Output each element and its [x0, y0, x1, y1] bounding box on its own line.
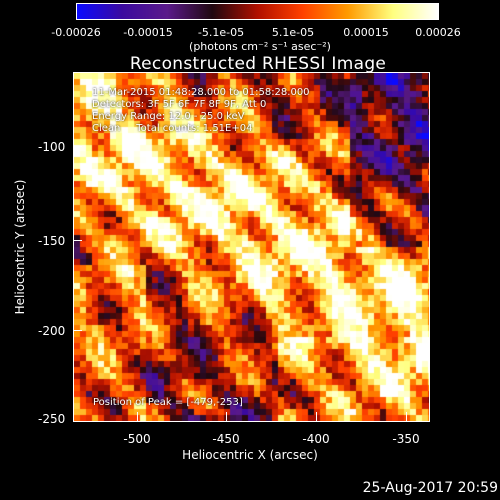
x-tick-label: -400	[302, 432, 330, 446]
clean-counts-text: Clean Total counts: 1.51E+04	[92, 123, 253, 134]
y-tick-mark	[73, 330, 82, 331]
x-tick-label: -500	[123, 432, 151, 446]
y-tick-label: -100	[38, 140, 66, 154]
x-tick-mark	[406, 412, 407, 421]
plot-timestamp: 25-Aug-2017 20:59	[362, 480, 498, 496]
colorbar	[76, 3, 439, 20]
colorbar-tick-label: -0.00026	[51, 26, 101, 39]
energy-range-text: Energy Range: 12.0 - 25.0 keV	[92, 111, 245, 122]
colorbar-tick-label: 5.1e-05	[271, 26, 315, 39]
reconstructed-image-heatmap	[74, 73, 429, 421]
colorbar-tick-label: -5.1e-05	[197, 26, 245, 39]
x-tick-mark	[316, 412, 317, 421]
y-tick-mark	[73, 146, 82, 147]
y-tick-label: -250	[38, 412, 66, 426]
image-title: Reconstructed RHESSI Image	[129, 54, 387, 74]
colorbar-tick-label: 0.00015	[343, 26, 389, 39]
x-tick-label: -450	[212, 432, 240, 446]
colorbar-units: (photons cm⁻² s⁻¹ asec⁻²)	[189, 40, 331, 53]
image-plot-area	[73, 72, 430, 422]
y-tick-mark	[73, 240, 82, 241]
x-axis-label: Heliocentric X (arcsec)	[182, 448, 318, 462]
y-axis-label: Heliocentric Y (arcsec)	[13, 179, 27, 315]
detectors-text: Detectors: 3F 5F 6F 7F 8F 9F, Att 0	[92, 99, 267, 110]
colorbar-tick-label: -0.00015	[123, 26, 173, 39]
time-range-text: 11-Mar-2015 01:48:28.000 to 01:58:28.000	[92, 87, 310, 98]
x-tick-mark	[137, 412, 138, 421]
peak-position-text: Position of Peak = [-479,-253]	[93, 397, 243, 408]
x-tick-mark	[226, 412, 227, 421]
x-tick-label: -350	[392, 432, 420, 446]
colorbar-tick-label: 0.00026	[415, 26, 461, 39]
y-tick-label: -150	[38, 234, 66, 248]
y-tick-label: -200	[38, 324, 66, 338]
